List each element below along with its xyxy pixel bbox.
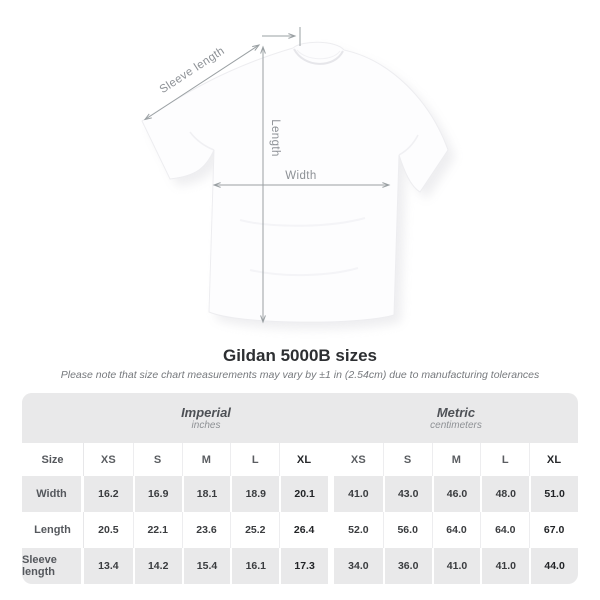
cell: 16.2 [84, 476, 133, 512]
cell: 18.1 [181, 476, 231, 512]
table-row-length: Length 20.5 22.1 23.6 25.2 26.4 52.0 56.… [22, 512, 578, 548]
tolerance-note: Please note that size chart measurements… [60, 369, 540, 381]
metric-sublabel: centimeters [430, 419, 482, 431]
size-col-metric-xl: XL [529, 443, 578, 476]
metric-label: Metric [436, 404, 476, 420]
cell: 46.0 [431, 476, 481, 512]
size-col-metric-xs: XS [350, 453, 366, 466]
cell: 18.9 [230, 476, 280, 512]
size-header-cell: Size [22, 443, 84, 476]
width-arrow [212, 182, 391, 188]
cell: 13.4 [84, 548, 133, 584]
cell: 64.0 [480, 512, 529, 548]
section-divider [327, 443, 334, 476]
size-col-imperial-s: S [132, 443, 182, 476]
row-label: Width [22, 476, 84, 512]
row-label: Sleeve length [22, 548, 84, 584]
unit-header-row: Imperial inches Metric centimeters [22, 393, 578, 443]
cell: 20.5 [98, 524, 119, 536]
cell: 48.0 [480, 476, 530, 512]
cell: 41.0 [480, 548, 530, 584]
collar-line [293, 48, 344, 65]
size-col-imperial-xl: XL [279, 443, 328, 476]
section-divider [327, 548, 334, 584]
wrinkle-line [249, 267, 359, 277]
cell: 14.2 [132, 548, 182, 584]
length-label: Length [269, 119, 281, 157]
tshirt-shape [141, 41, 449, 323]
cell: 36.0 [382, 548, 432, 584]
cell: 64.0 [431, 512, 481, 548]
section-divider [327, 512, 334, 548]
cell: 41.0 [333, 476, 383, 512]
imperial-header: Imperial inches [84, 393, 328, 443]
tshirt-diagram-svg: Sleeve length Length Width [141, 27, 455, 330]
table-row-sleeve-length: Sleeve length 13.4 14.2 15.4 16.1 17.3 3… [22, 548, 578, 584]
row-label: Length [22, 512, 84, 548]
size-col-imperial-m: M [181, 443, 231, 476]
width-label: Width [285, 170, 316, 182]
size-col-metric-s: S [382, 443, 432, 476]
cell: 67.0 [529, 512, 578, 548]
size-header-row: Size XS S M L XL XS S M L XL [22, 443, 578, 476]
metric-header: Metric centimeters [334, 393, 578, 443]
page-title: Gildan 5000B sizes [222, 346, 378, 365]
section-divider [328, 393, 334, 443]
shoulder-guide-arrow [262, 27, 301, 46]
cell: 23.6 [181, 512, 231, 548]
sleeve-seam-left [189, 131, 215, 151]
cell: 17.3 [279, 548, 328, 584]
table-row-width: Width 16.2 16.9 18.1 18.9 20.1 41.0 43.0… [22, 476, 578, 512]
cell: 20.1 [279, 476, 328, 512]
size-col-imperial-l: L [230, 443, 279, 476]
cell: 26.4 [279, 512, 328, 548]
size-col-imperial-xs: XS [100, 453, 116, 466]
cell: 44.0 [529, 548, 578, 584]
cell: 15.4 [181, 548, 231, 584]
size-col-metric-m: M [431, 443, 481, 476]
cell: 56.0 [382, 512, 432, 548]
cell: 22.1 [132, 512, 182, 548]
sleeve-seam-right [398, 134, 419, 156]
sleeve-length-arrow [143, 44, 261, 121]
cell: 34.0 [333, 548, 383, 584]
collar-inner-line [296, 49, 341, 60]
imperial-label: Imperial [181, 404, 231, 420]
size-col-metric-l: L [480, 443, 529, 476]
cell: 41.0 [431, 548, 481, 584]
unit-header-spacer [22, 393, 84, 443]
imperial-sublabel: inches [191, 419, 221, 431]
wrinkle-line [239, 217, 366, 227]
cell: 16.1 [230, 548, 280, 584]
cell: 43.0 [382, 476, 432, 512]
cell: 52.0 [348, 524, 369, 536]
section-divider [327, 476, 334, 512]
tshirt-diagram: Sleeve length Length Width [141, 27, 455, 330]
size-table: Imperial inches Metric centimeters Size … [22, 393, 578, 584]
cell: 16.9 [132, 476, 182, 512]
cell: 25.2 [230, 512, 279, 548]
cell: 51.0 [529, 476, 578, 512]
